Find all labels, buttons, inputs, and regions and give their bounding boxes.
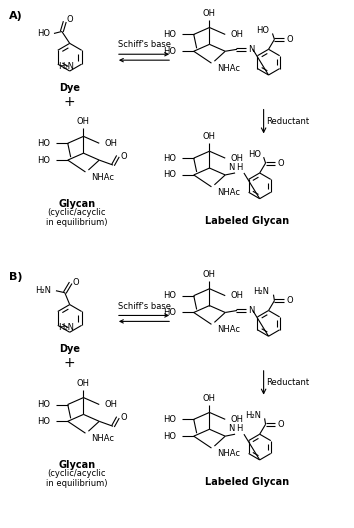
Text: Reductant: Reductant <box>267 117 310 126</box>
Text: OH: OH <box>104 400 117 409</box>
Text: HO: HO <box>163 47 176 56</box>
Text: Schiff's base: Schiff's base <box>118 301 171 310</box>
Text: OH: OH <box>203 270 216 279</box>
Text: HO: HO <box>163 415 176 424</box>
Text: H: H <box>236 424 242 433</box>
Text: O: O <box>121 413 127 422</box>
Text: HO: HO <box>163 291 176 300</box>
Text: H₂N: H₂N <box>253 287 269 296</box>
Text: O: O <box>278 158 284 167</box>
Text: Reductant: Reductant <box>267 378 310 387</box>
Text: NHAc: NHAc <box>217 449 240 458</box>
Text: OH: OH <box>230 30 243 39</box>
Text: O: O <box>286 35 293 44</box>
Text: N: N <box>248 45 254 54</box>
Text: Labeled Glycan: Labeled Glycan <box>205 215 289 225</box>
Text: OH: OH <box>77 117 90 127</box>
Text: Labeled Glycan: Labeled Glycan <box>205 477 289 487</box>
Text: N: N <box>228 163 234 172</box>
Text: O: O <box>121 152 127 161</box>
Text: Glycan: Glycan <box>58 460 95 470</box>
Text: H₂N: H₂N <box>35 286 51 295</box>
Text: NHAc: NHAc <box>217 64 240 73</box>
Text: Schiff's base: Schiff's base <box>118 40 171 49</box>
Text: +: + <box>64 95 75 109</box>
Text: OH: OH <box>203 393 216 402</box>
Text: HO: HO <box>37 139 50 148</box>
Text: (cyclic/acyclic
in equilibrium): (cyclic/acyclic in equilibrium) <box>46 469 107 488</box>
Text: HO: HO <box>163 308 176 317</box>
Text: OH: OH <box>230 415 243 424</box>
Text: HO: HO <box>163 30 176 39</box>
Text: HO: HO <box>163 154 176 163</box>
Text: B): B) <box>9 272 22 282</box>
Text: N: N <box>228 424 234 433</box>
Text: Glycan: Glycan <box>58 199 95 209</box>
Text: H₂N: H₂N <box>58 323 74 332</box>
Text: OH: OH <box>77 379 90 388</box>
Text: HO: HO <box>248 149 261 159</box>
Text: O: O <box>286 296 293 305</box>
Text: OH: OH <box>203 8 216 17</box>
Text: O: O <box>67 15 73 24</box>
Text: O: O <box>73 278 79 287</box>
Text: H₂N: H₂N <box>245 411 261 420</box>
Text: OH: OH <box>104 139 117 148</box>
Text: HO: HO <box>37 29 50 38</box>
Text: (cyclic/acyclic
in equilibrium): (cyclic/acyclic in equilibrium) <box>46 208 107 227</box>
Text: HO: HO <box>163 171 176 180</box>
Text: OH: OH <box>203 133 216 142</box>
Text: Dye: Dye <box>59 83 80 93</box>
Text: HO: HO <box>37 400 50 409</box>
Text: HO: HO <box>257 26 269 35</box>
Text: +: + <box>64 356 75 370</box>
Text: A): A) <box>9 11 22 21</box>
Text: HO: HO <box>37 156 50 165</box>
Text: Dye: Dye <box>59 344 80 354</box>
Text: H₂N: H₂N <box>58 62 74 71</box>
Text: HO: HO <box>163 432 176 441</box>
Text: NHAc: NHAc <box>217 325 240 334</box>
Text: NHAc: NHAc <box>217 188 240 197</box>
Text: N: N <box>248 306 254 315</box>
Text: NHAc: NHAc <box>91 434 114 443</box>
Text: OH: OH <box>230 154 243 163</box>
Text: OH: OH <box>230 291 243 300</box>
Text: NHAc: NHAc <box>91 173 114 182</box>
Text: HO: HO <box>37 417 50 426</box>
Text: H: H <box>236 163 242 172</box>
Text: O: O <box>278 420 284 429</box>
